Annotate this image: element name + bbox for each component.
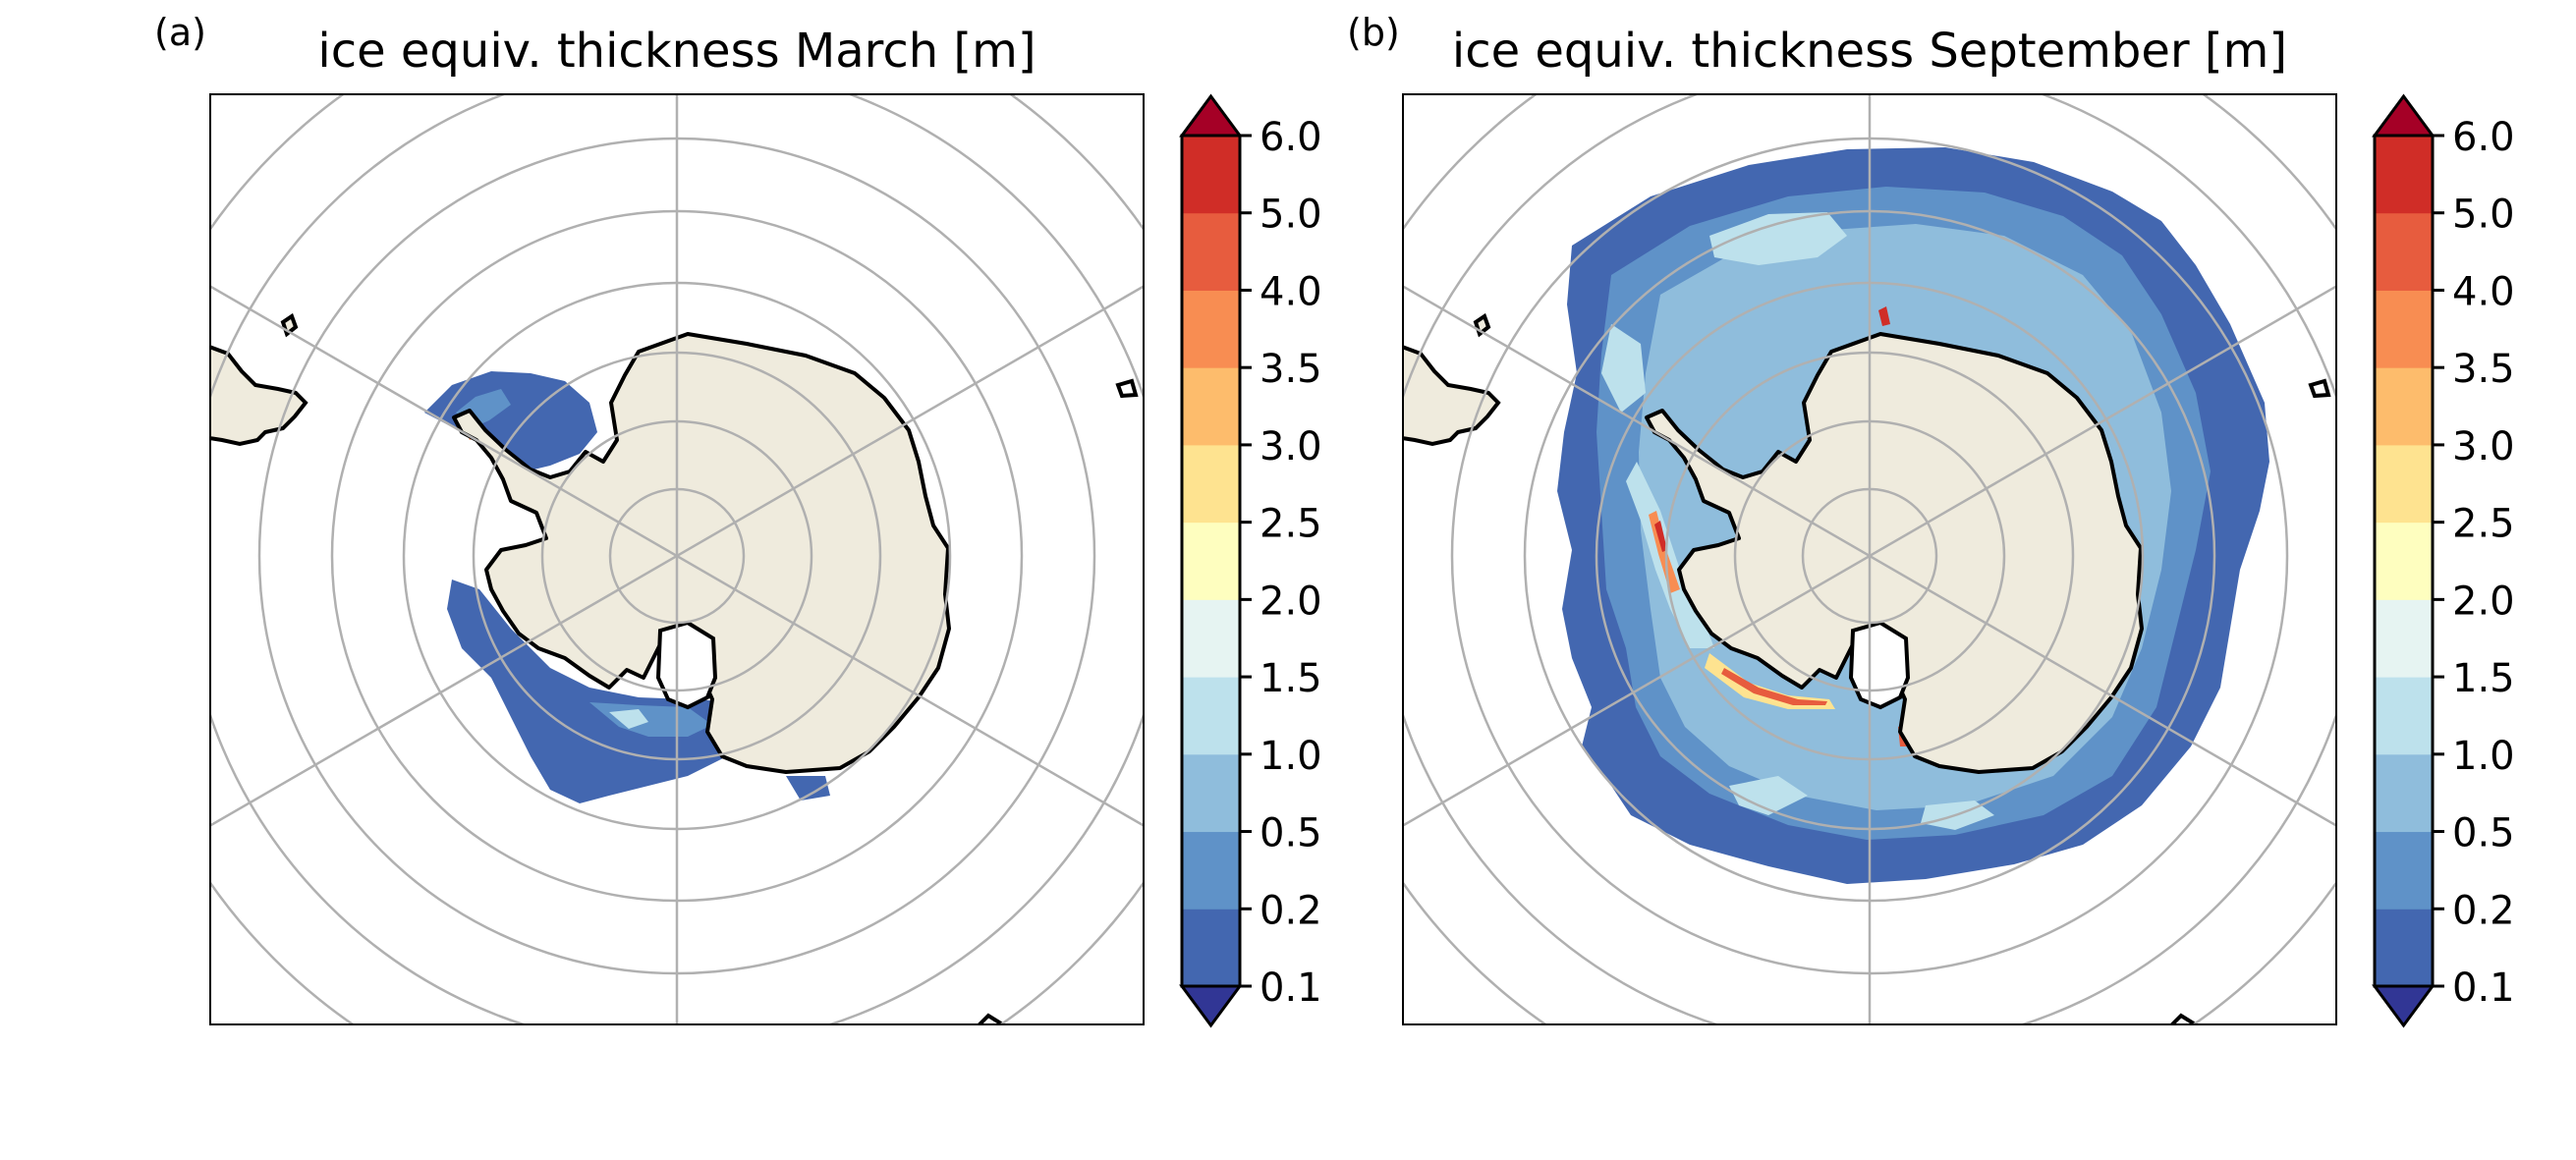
colorbar-b-bin-9 xyxy=(2375,212,2433,291)
map-a-island-south xyxy=(976,1013,1008,1025)
sea-ice-b-weddell-arc-hot xyxy=(1721,668,1827,705)
panel-a-title: ice equiv. thickness March [m] xyxy=(317,24,1036,79)
colorbar-a-under-arrow xyxy=(1179,984,1243,1028)
colorbar-a-bin-5 xyxy=(1182,522,1240,600)
colorbar-b-bin-1 xyxy=(2375,831,2433,910)
colorbar-a: 0.1 0.2 0.5 1.0 1.5 2.0 2.5 3.0 3.5 4.0 5.0 6.0 xyxy=(1179,93,1322,1028)
sea-ice-a-ross-bellingshausen xyxy=(447,580,747,803)
colorbar-b-tick-label: 0.2 xyxy=(2452,888,2515,933)
colorbar-a-bin-8 xyxy=(1182,290,1240,368)
colorbar-b-tick-label: 5.0 xyxy=(2452,193,2515,238)
colorbar-a-bin-10 xyxy=(1182,136,1240,214)
colorbar-b-bin-7 xyxy=(2375,367,2433,446)
colorbar-a-tick-label: 0.5 xyxy=(1260,811,1322,856)
map-b-ice-shelf-notch xyxy=(1848,620,1911,710)
colorbar-a-outline xyxy=(1180,134,1242,988)
sea-ice-a-ross-light xyxy=(609,709,648,729)
colorbar-a-tick-label: 3.5 xyxy=(1260,347,1322,392)
map-a-antarctica xyxy=(452,332,951,774)
colorbar-a-bin-0 xyxy=(1182,909,1240,987)
colorbar-b-over-arrow xyxy=(2372,93,2436,138)
panel-b: (b) ice equiv. thickness September [m] xyxy=(1347,11,2515,1028)
sea-ice-b-light-2 xyxy=(1601,324,1646,413)
colorbar-a-tick-label: 1.0 xyxy=(1260,734,1322,779)
colorbar-a-tick-label: 0.1 xyxy=(1260,966,1322,1011)
colorbar-b-tick-label: 2.0 xyxy=(2452,579,2515,624)
colorbar-b-bin-8 xyxy=(2375,290,2433,368)
colorbar-b-tick-label: 6.0 xyxy=(2452,115,2515,160)
colorbar-b-tick-label: 3.0 xyxy=(2452,424,2515,470)
colorbar-b-tick-label: 2.5 xyxy=(2452,502,2515,547)
colorbar-a-tick-label: 3.0 xyxy=(1260,424,1322,470)
sea-ice-b-light-4 xyxy=(1729,776,1808,815)
colorbar-a-tick-label: 6.0 xyxy=(1260,115,1322,160)
sea-ice-b-north-hot xyxy=(1878,306,1890,326)
colorbar-a-bin-2 xyxy=(1182,753,1240,833)
map-b-antarctica xyxy=(1645,332,2144,774)
colorbar-a-tick-label: 1.5 xyxy=(1260,656,1322,701)
colorbar-b-bin-4 xyxy=(2375,599,2433,678)
map-a xyxy=(209,93,1145,1025)
colorbar-b-tick-label: 1.5 xyxy=(2452,656,2515,701)
colorbar-a-bin-7 xyxy=(1182,367,1240,446)
map-a-island-east xyxy=(1115,378,1139,399)
colorbar-a-tick-label: 0.2 xyxy=(1260,888,1322,933)
map-b xyxy=(1402,93,2337,1025)
colorbar-a-over-arrow xyxy=(1179,93,1243,138)
colorbar-b: 0.1 0.2 0.5 1.0 1.5 2.0 2.5 3.0 3.5 4.0 5.0 6.0 xyxy=(2372,93,2515,1028)
panel-a-letter: (a) xyxy=(154,11,206,54)
colorbar-b-tick-label: 3.5 xyxy=(2452,347,2515,392)
colorbar-a-bin-4 xyxy=(1182,599,1240,678)
colorbar-b-bin-6 xyxy=(2375,444,2433,524)
map-a-ice-shelf-notch xyxy=(655,620,718,710)
colorbar-a-tick-label: 4.0 xyxy=(1260,269,1322,314)
colorbar-a-tick-label: 2.0 xyxy=(1260,579,1322,624)
colorbar-a-bin-1 xyxy=(1182,831,1240,910)
colorbar-a-tick-label: 5.0 xyxy=(1260,193,1322,238)
colorbar-a-bin-9 xyxy=(1182,212,1240,291)
colorbar-b-bin-5 xyxy=(2375,522,2433,600)
colorbar-b-bin-10 xyxy=(2375,136,2433,214)
sea-ice-a-ross-east xyxy=(786,776,830,801)
colorbar-a-tick-label: 2.5 xyxy=(1260,502,1322,547)
colorbar-b-bin-2 xyxy=(2375,753,2433,833)
map-b-island-east xyxy=(2308,378,2331,399)
graticule-b xyxy=(1402,93,2337,1025)
sea-ice-a-ross-inner xyxy=(589,702,712,737)
panel-a: (a) ice equiv. thickness March [m] xyxy=(154,11,1322,1028)
sea-ice-a-weddell xyxy=(424,371,597,471)
graticule-a xyxy=(209,93,1145,1025)
map-b-island-south xyxy=(2168,1013,2201,1025)
colorbar-a-bin-3 xyxy=(1182,677,1240,755)
colorbar-a-bin-6 xyxy=(1182,444,1240,524)
colorbar-b-outline xyxy=(2373,134,2435,988)
colorbar-b-tick-label: 1.0 xyxy=(2452,734,2515,779)
colorbar-b-tick-label: 4.0 xyxy=(2452,269,2515,314)
colorbar-b-bin-0 xyxy=(2375,909,2433,987)
colorbar-b-tick-label: 0.5 xyxy=(2452,811,2515,856)
colorbar-b-under-arrow xyxy=(2372,984,2436,1028)
panel-b-title: ice equiv. thickness September [m] xyxy=(1452,24,2287,79)
sea-ice-b-peninsula-hot xyxy=(1654,521,1667,552)
panel-b-letter: (b) xyxy=(1347,11,1400,54)
colorbar-b-tick-label: 0.1 xyxy=(2452,966,2515,1011)
colorbar-b-bin-3 xyxy=(2375,677,2433,755)
sea-ice-b-light-1 xyxy=(1709,212,1847,265)
